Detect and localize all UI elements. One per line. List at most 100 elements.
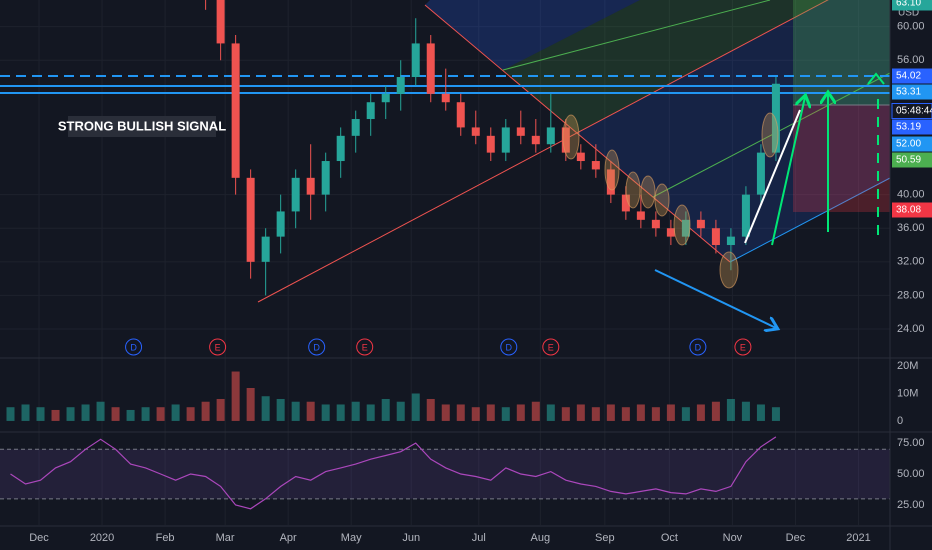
volume-bar [681, 407, 690, 421]
x-tick-label: Jul [472, 532, 486, 544]
price-badge-label: 54.02 [896, 71, 921, 82]
volume-bar [246, 388, 255, 421]
candle-body [756, 152, 765, 195]
volume-bar [726, 398, 735, 421]
price-badge [892, 136, 932, 152]
candle-body [351, 119, 360, 136]
volume-bar [741, 401, 750, 421]
y-tick-label: 10M [897, 387, 918, 399]
candle-body [216, 0, 225, 44]
rsi-band [0, 449, 890, 499]
candle-body [576, 152, 585, 162]
candle-body [321, 161, 330, 195]
highlight [562, 114, 580, 160]
volume-bar [171, 404, 180, 421]
volume-bar [201, 401, 210, 421]
volume-bar [486, 404, 495, 421]
highlight [654, 183, 670, 217]
x-tick-label: Dec [29, 532, 49, 544]
volume-bar [546, 404, 555, 421]
axes: 24.00 28.00 32.00 36.00 40.00 56.00 60.00 0 10M 2… [29, 0, 932, 544]
volume-bar [516, 404, 525, 421]
candle-body [456, 102, 465, 128]
y-tick-label: 60.00 [897, 21, 925, 33]
candle-body [516, 127, 525, 136]
highlight [625, 171, 641, 209]
highlight [761, 112, 779, 158]
price-badge-label: 05:48:44 [896, 106, 932, 117]
candle-body [591, 161, 600, 170]
volume-bar [501, 407, 510, 421]
price-badge [892, 152, 932, 168]
candle-body [726, 236, 735, 246]
volume-bar [471, 407, 480, 421]
lower-panes [0, 371, 890, 510]
candle-body [261, 236, 270, 262]
volume-bar [756, 404, 765, 421]
volume-bar [621, 407, 630, 421]
volume-bar [126, 409, 135, 421]
y-tick-label: 56.00 [897, 54, 925, 66]
candle-body [741, 194, 750, 237]
y-tick-label: 36.00 [897, 222, 925, 234]
x-tick-label: May [341, 532, 362, 544]
candle-body [711, 228, 720, 246]
target-zone [793, 0, 890, 105]
pitchfork-zone [503, 0, 828, 133]
price-badge [892, 68, 932, 84]
volume-bar [351, 401, 360, 421]
candle-body [336, 135, 345, 162]
volume-bar [111, 407, 120, 421]
candle-body [276, 211, 285, 237]
volume-bar [666, 404, 675, 421]
volume-bar [441, 404, 450, 421]
volume-bar [426, 398, 435, 421]
volume-bar [591, 407, 600, 421]
volume-bar [231, 371, 240, 421]
candle-body [441, 93, 450, 103]
volume-bar [81, 404, 90, 421]
volume-bar [636, 404, 645, 421]
price-badge-label: 38.08 [896, 205, 921, 216]
volume-bar [321, 404, 330, 421]
event-label: D [506, 342, 513, 352]
candle-body [561, 127, 570, 153]
stop-zone [793, 105, 890, 212]
candle-body [426, 43, 435, 94]
price-badge [891, 103, 932, 119]
candle-body [696, 219, 705, 229]
price-badge-label: 63.10 [896, 0, 921, 9]
event-marker [542, 338, 560, 356]
annotation-box [68, 116, 216, 137]
volume-bar [36, 407, 45, 421]
price-badge [892, 84, 932, 100]
y-tick-label: 20M [897, 360, 918, 372]
volume-bar [396, 401, 405, 421]
volume-bar [21, 404, 30, 421]
volume-bar [96, 401, 105, 421]
event-marker [209, 338, 227, 356]
volume-bar [576, 404, 585, 421]
currency: USD [898, 8, 919, 19]
volume-bar [696, 404, 705, 421]
price-badge [892, 202, 932, 218]
event-marker [734, 338, 752, 356]
y-tick-label: 32.00 [897, 256, 925, 268]
drawings-front [562, 72, 885, 328]
pitchfork-zone [425, 0, 640, 70]
volume-bar [261, 396, 270, 421]
candle-body [486, 135, 495, 153]
volume-bar [156, 407, 165, 421]
candle-body [651, 219, 660, 229]
volume-bar [456, 404, 465, 421]
event-marker [125, 338, 143, 356]
volume-bar [186, 407, 195, 421]
volume-bar [366, 404, 375, 421]
price-badge-label: 53.31 [896, 87, 921, 98]
event-label: E [740, 342, 746, 352]
candle-body [621, 194, 630, 212]
y-tick-label: 24.00 [897, 323, 925, 335]
event-label: D [313, 342, 320, 352]
